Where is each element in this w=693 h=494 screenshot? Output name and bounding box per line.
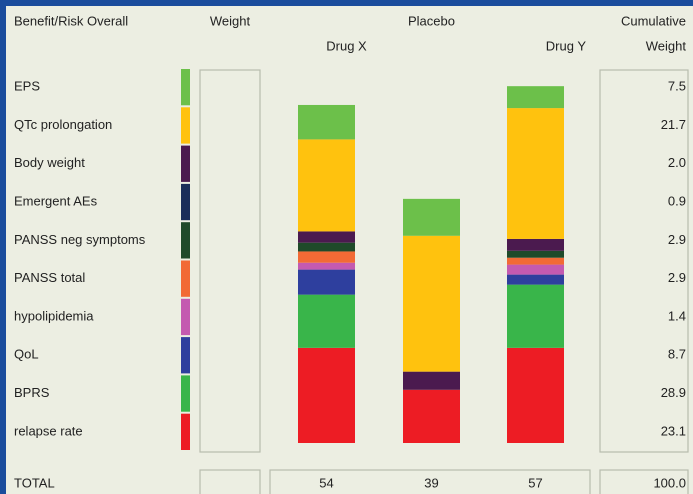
- cumulative-weight: 23.1: [661, 423, 686, 438]
- total-cumulative-box: [599, 469, 689, 494]
- legend-swatch: [181, 375, 190, 412]
- legend-swatch: [181, 337, 190, 374]
- header: Benefit/Risk Overall: [14, 13, 128, 28]
- total-weight-box: [199, 469, 261, 494]
- weight-column: [199, 69, 261, 453]
- legend-swatch: [181, 413, 190, 450]
- bar-segment: [507, 257, 564, 265]
- criterion-label: Body weight: [14, 155, 85, 170]
- category-label: Placebo: [408, 13, 455, 28]
- bar-segment: [403, 235, 460, 372]
- cumulative-weight: 7.5: [668, 79, 686, 94]
- criterion-label: BPRS: [14, 385, 50, 400]
- legend-swatch: [181, 107, 190, 144]
- bar-segment: [507, 264, 564, 275]
- bar-segment: [298, 251, 355, 263]
- header: Weight: [210, 13, 251, 28]
- total-label: TOTAL: [14, 475, 55, 490]
- bar-segment: [507, 238, 564, 251]
- bar-segment: [298, 269, 355, 295]
- category-label: Drug X: [326, 38, 367, 53]
- bar-segment: [507, 250, 564, 258]
- bar-segment: [507, 284, 564, 348]
- criterion-label: hypolipidemia: [14, 308, 94, 323]
- cumulative-weight: 1.4: [668, 308, 686, 323]
- legend-swatch: [181, 298, 190, 336]
- bar-segment: [298, 262, 355, 270]
- bar-segment: [507, 347, 564, 443]
- bar-segment: [403, 389, 460, 443]
- legend-swatch: [181, 222, 190, 259]
- bar-segment: [298, 294, 355, 348]
- bar-segment: [507, 108, 564, 239]
- bar-segment: [298, 104, 355, 140]
- cumulative-weight: 2.9: [668, 270, 686, 285]
- bar-segment: [298, 242, 355, 252]
- cumulative-weight: 0.9: [668, 193, 686, 208]
- criterion-label: PANSS neg symptoms: [14, 232, 146, 247]
- total-bars-box: [269, 469, 591, 494]
- total-weight: 100.0: [653, 475, 686, 490]
- total-value: 39: [424, 475, 438, 490]
- cumulative-weight: 2.9: [668, 232, 686, 247]
- cumulative-column: [599, 69, 689, 453]
- bar-segment: [298, 347, 355, 443]
- criterion-label: relapse rate: [14, 423, 83, 438]
- bar-segment: [298, 139, 355, 232]
- legend-swatch: [181, 145, 190, 182]
- bar-segment: [507, 274, 564, 285]
- cumulative-weight: 28.9: [661, 385, 686, 400]
- criterion-label: QoL: [14, 347, 39, 362]
- total-value: 54: [319, 475, 333, 490]
- criterion-label: PANSS total: [14, 270, 85, 285]
- cumulative-weight: 21.7: [661, 117, 686, 132]
- criterion-label: Emergent AEs: [14, 193, 98, 208]
- criterion-label: EPS: [14, 79, 40, 94]
- bar-segment: [507, 86, 564, 109]
- bar-segment: [403, 198, 460, 236]
- criterion-label: QTc prolongation: [14, 117, 112, 132]
- bar-segment: [298, 231, 355, 243]
- legend-swatch: [181, 69, 190, 106]
- bar-segment: [403, 371, 460, 390]
- header: Weight: [646, 38, 687, 53]
- total-value: 57: [528, 475, 542, 490]
- cumulative-weight: 8.7: [668, 347, 686, 362]
- category-label: Drug Y: [546, 38, 587, 53]
- legend-swatch: [181, 183, 190, 221]
- legend-swatch: [181, 260, 190, 297]
- header: Cumulative: [621, 13, 686, 28]
- cumulative-weight: 2.0: [668, 155, 686, 170]
